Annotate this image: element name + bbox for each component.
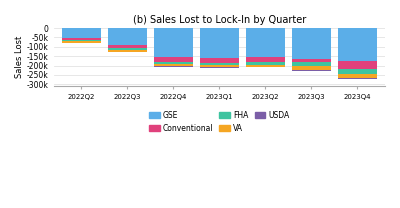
Bar [154,64,193,66]
Bar [62,38,101,40]
Bar [200,67,239,68]
Bar [338,28,377,61]
Bar [338,61,377,69]
Bar [108,50,147,52]
Bar [246,62,285,65]
Bar [292,59,331,62]
Bar [338,74,377,78]
Bar [154,57,193,62]
Bar [108,48,147,50]
Bar [200,63,239,65]
Y-axis label: Sales Lost: Sales Lost [15,36,24,78]
Bar [292,62,331,67]
Bar [200,58,239,63]
Legend: GSE, Conventional, FHA, VA, USDA: GSE, Conventional, FHA, VA, USDA [146,108,293,136]
Bar [200,28,239,58]
Bar [292,70,331,71]
Title: (b) Sales Lost to Lock-In by Quarter: (b) Sales Lost to Lock-In by Quarter [133,15,306,25]
Bar [292,28,331,59]
Bar [246,28,285,57]
Bar [62,41,101,42]
Bar [246,57,285,62]
Bar [338,78,377,79]
Bar [154,66,193,67]
Bar [154,62,193,64]
Bar [62,40,101,41]
Bar [246,65,285,67]
Bar [108,45,147,48]
Bar [154,28,193,57]
Bar [200,65,239,67]
Bar [108,28,147,45]
Bar [62,28,101,38]
Bar [292,67,331,70]
Bar [338,69,377,74]
